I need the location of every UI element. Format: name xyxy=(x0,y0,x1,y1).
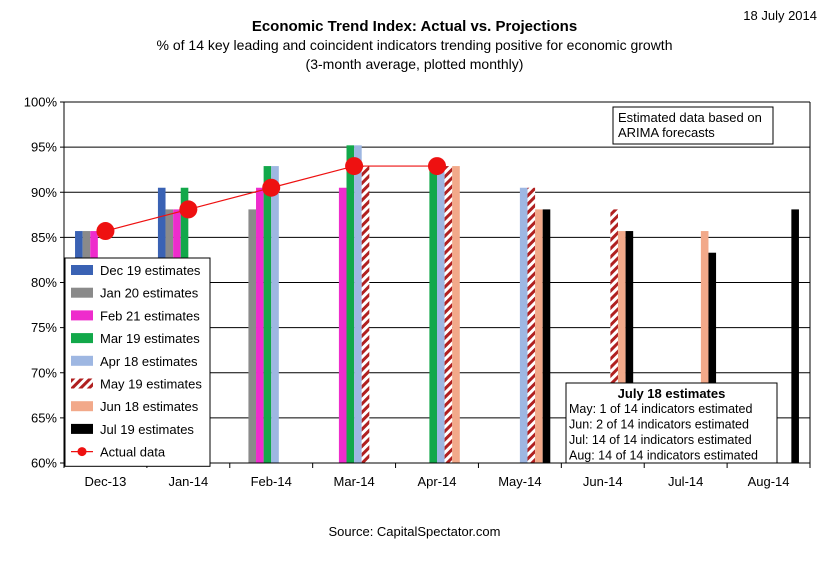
bar xyxy=(256,187,264,464)
legend-swatch xyxy=(71,265,93,275)
bar xyxy=(444,166,453,463)
bar xyxy=(519,187,528,464)
chart-title: Economic Trend Index: Actual vs. Project… xyxy=(251,18,578,35)
legend-label: Mar 19 estimates xyxy=(100,331,200,346)
x-tick-label: Mar-14 xyxy=(334,474,375,489)
y-tick-label: 95% xyxy=(31,140,57,155)
estimates-box-line: Aug: 14 of 14 indicators estimated xyxy=(569,449,758,463)
bar xyxy=(429,166,437,463)
x-tick-label: Aug-14 xyxy=(748,474,790,489)
bar xyxy=(625,231,634,463)
estimates-box-frame xyxy=(565,382,778,464)
bar xyxy=(338,187,347,464)
bar xyxy=(271,166,279,463)
legend-swatch xyxy=(71,378,93,389)
actual-point xyxy=(345,157,364,176)
y-tick-label: 75% xyxy=(31,320,57,335)
actual-point xyxy=(428,157,446,176)
y-tick-label: 100% xyxy=(24,95,58,110)
bar xyxy=(535,209,543,463)
x-tick-label: May-14 xyxy=(498,474,541,489)
x-tick-label: Apr-14 xyxy=(417,474,456,489)
source-label: Source: CapitalSpectator.com xyxy=(328,524,501,539)
estimates-box-line: Jun: 2 of 14 indicators estimated xyxy=(569,418,749,432)
legend-label: Dec 19 estimates xyxy=(100,263,201,278)
x-tick-label: Jul-14 xyxy=(668,474,703,489)
note-line: Estimated data based on xyxy=(618,110,762,125)
legend-label: Feb 21 estimates xyxy=(100,308,200,323)
legend-swatch xyxy=(71,310,93,321)
note-box-frame xyxy=(612,106,774,145)
bar xyxy=(610,209,618,463)
x-axis-ticks: Dec-13 Jan-14 Feb-14 Mar-14 Apr-14 May-14 Jun-… xyxy=(63,463,811,489)
legend-swatch xyxy=(71,287,93,298)
legend-label: Apr 18 estimates xyxy=(100,354,198,369)
estimates-box-line: Jul: 14 of 14 indicators estimated xyxy=(569,433,752,447)
x-tick-label: Feb-14 xyxy=(251,474,292,489)
bar xyxy=(700,231,709,463)
bar xyxy=(346,145,355,463)
estimates-box-title: July 18 estimates xyxy=(618,386,726,401)
estimates-box-line: May: 1 of 14 indicators estimated xyxy=(569,402,752,416)
bar xyxy=(542,209,551,463)
x-tick-label: Dec-13 xyxy=(84,474,126,489)
actual-point xyxy=(179,200,198,219)
chart-subtitle-2: (3-month average, plotted monthly) xyxy=(305,56,524,72)
legend-label: Jun 18 estimates xyxy=(100,399,199,414)
actual-line xyxy=(96,157,446,241)
legend-swatch xyxy=(71,401,93,412)
legend-label: Actual data xyxy=(100,445,166,460)
y-tick-label: 65% xyxy=(31,410,57,425)
bar xyxy=(452,166,460,463)
bar xyxy=(527,187,536,464)
y-tick-label: 70% xyxy=(31,365,57,380)
y-tick-label: 80% xyxy=(31,275,57,290)
y-tick-label: 85% xyxy=(31,230,57,245)
chart-subtitle: % of 14 key leading and coincident indic… xyxy=(156,37,673,53)
legend-swatch xyxy=(71,355,93,366)
date-label: 18 July 2014 xyxy=(743,8,817,23)
bar xyxy=(354,145,362,463)
legend-swatch xyxy=(71,423,93,434)
y-tick-label: 90% xyxy=(31,185,57,200)
bar xyxy=(617,231,626,463)
actual-point xyxy=(96,222,115,241)
legend-swatch xyxy=(71,333,93,344)
legend-actual-marker xyxy=(77,447,87,457)
x-tick-label: Jan-14 xyxy=(168,474,208,489)
bar xyxy=(248,209,257,463)
y-tick-label: 60% xyxy=(31,456,57,471)
legend-label: Jul 19 estimates xyxy=(100,422,194,437)
legend-label: Jan 20 estimates xyxy=(100,286,199,301)
legend-label: May 19 estimates xyxy=(100,377,202,392)
bar xyxy=(263,166,272,463)
actual-point xyxy=(262,178,281,197)
bar xyxy=(791,209,799,463)
note-line: ARIMA forecasts xyxy=(618,125,715,140)
bar xyxy=(437,166,445,463)
bar xyxy=(708,252,717,463)
y-axis-ticks: 60% 65% 70% 75% 80% 85% 90% 95% 100% xyxy=(24,95,64,471)
legend: Dec 19 estimates Jan 20 estimates Feb 21 e… xyxy=(64,257,211,467)
x-tick-label: Jun-14 xyxy=(583,474,623,489)
bar xyxy=(361,166,370,463)
